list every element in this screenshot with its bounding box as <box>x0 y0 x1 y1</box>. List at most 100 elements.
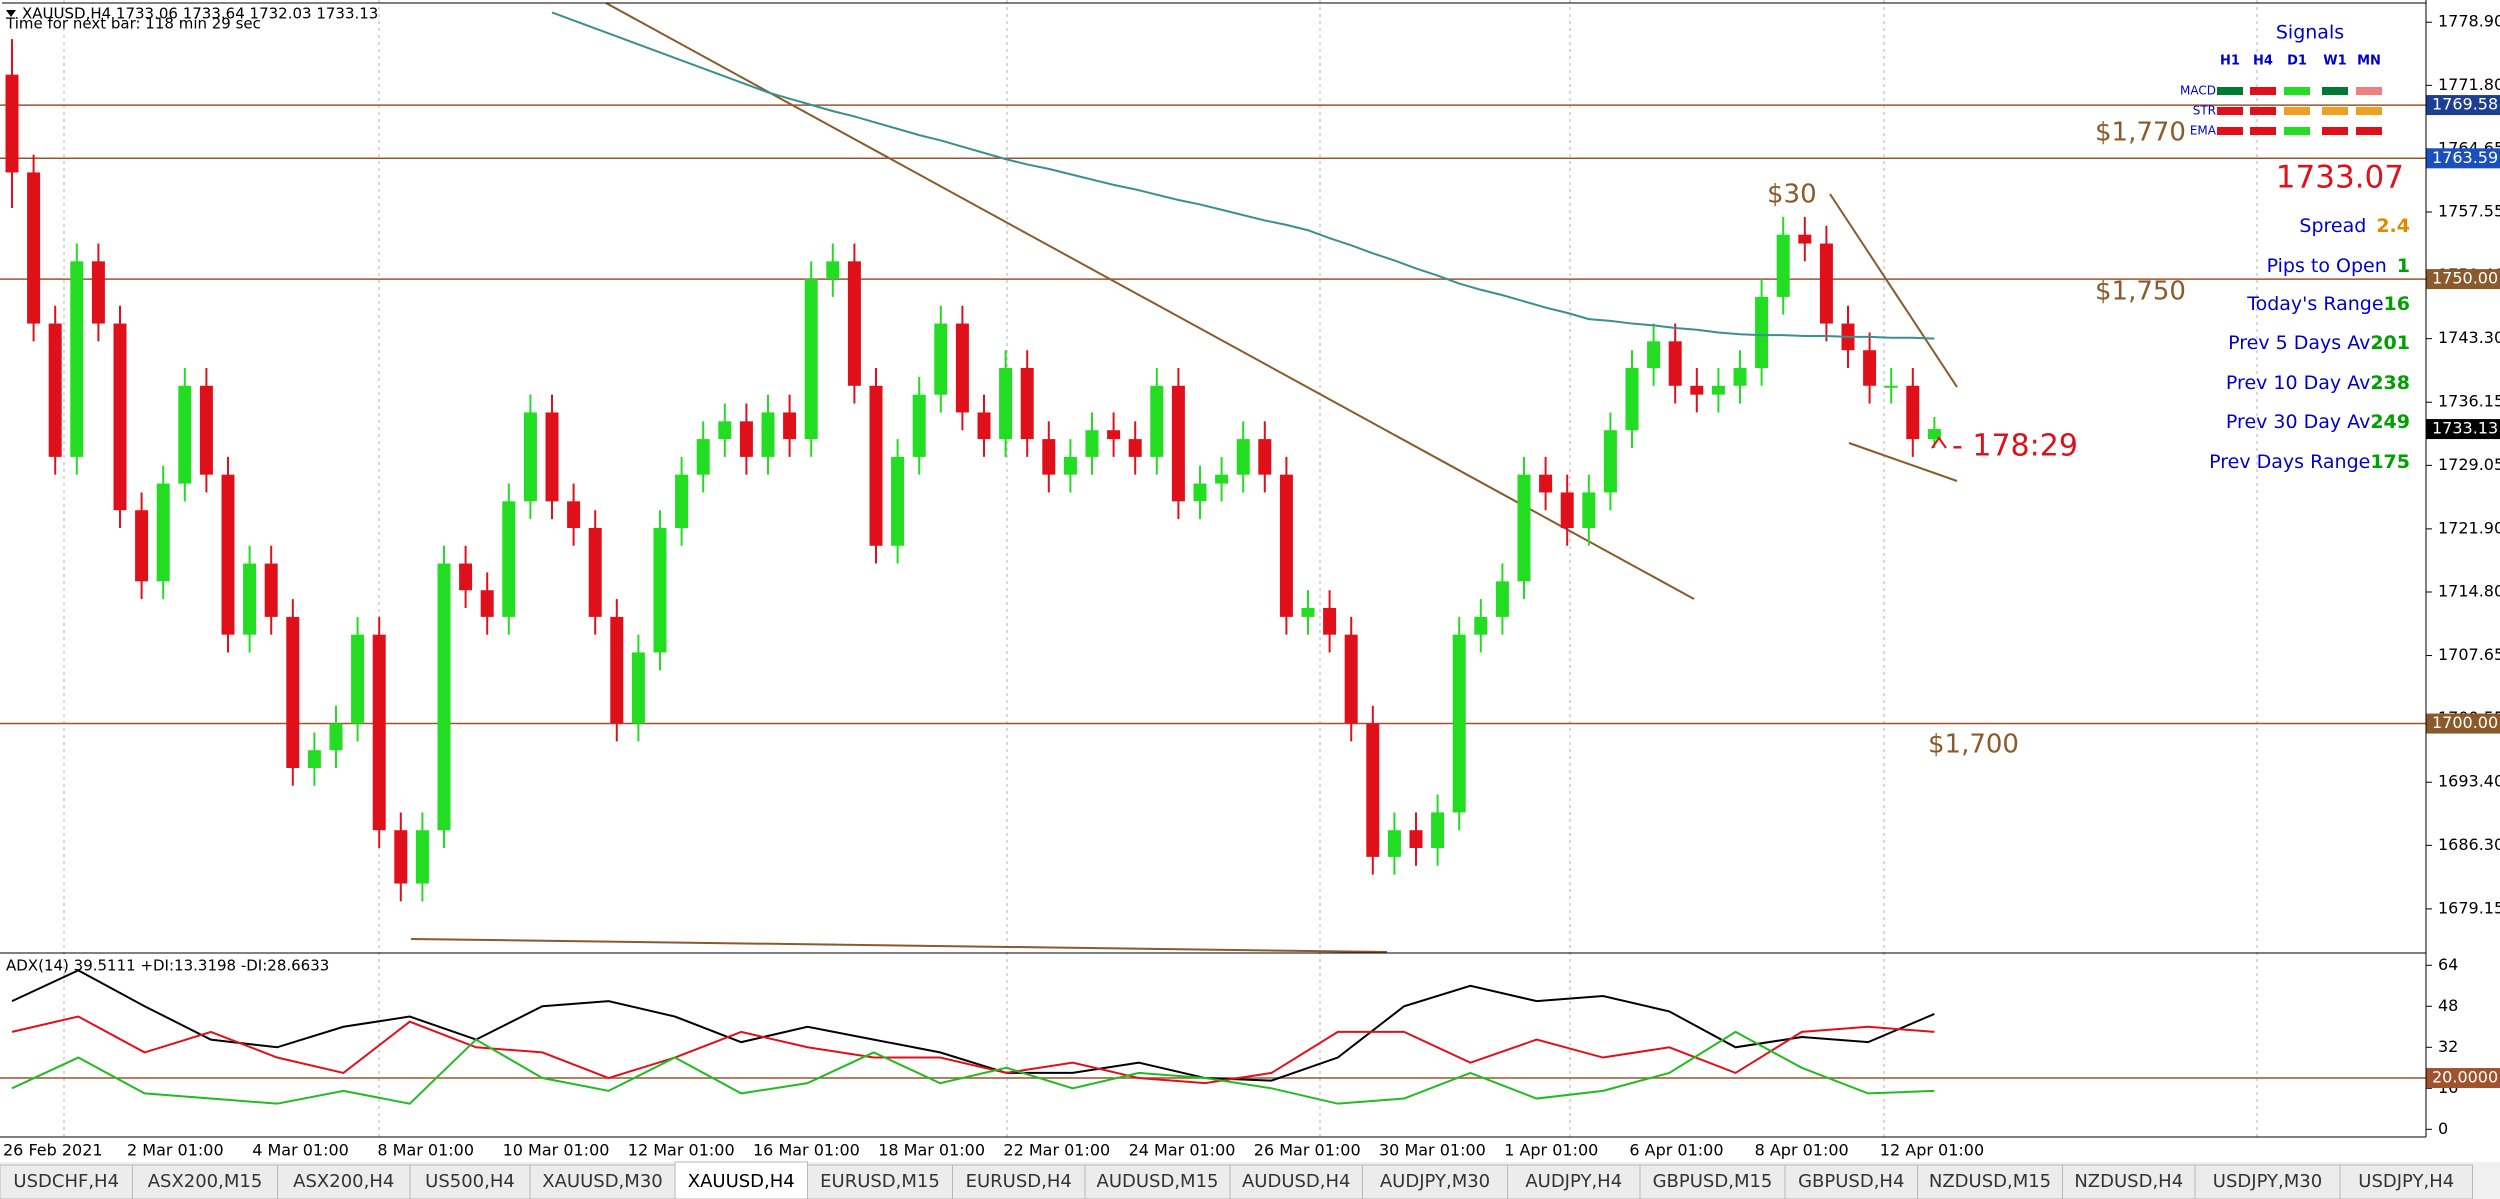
tab-label[interactable]: USDJPY,M30 <box>2213 1171 2322 1192</box>
candle-body <box>1906 385 1920 440</box>
tab-label[interactable]: US500,H4 <box>425 1171 515 1192</box>
candle-body <box>1560 492 1574 528</box>
signal-cell <box>2284 107 2310 115</box>
tab-label[interactable]: USDJPY,H4 <box>2358 1171 2454 1192</box>
y-tick-label: 1693.40 <box>2438 772 2500 791</box>
stat-value: 1 <box>2397 255 2410 277</box>
tab-label[interactable]: NZDUSD,M15 <box>1929 1171 2051 1192</box>
stat-value: 201 <box>2370 332 2410 354</box>
candle-body <box>1409 830 1423 848</box>
candle-body <box>1215 474 1229 484</box>
tab[interactable] <box>1784 1164 1918 1199</box>
tab[interactable] <box>2062 1164 2196 1199</box>
y-tick-label: 0 <box>2438 1119 2448 1138</box>
candle-body <box>567 501 581 528</box>
stat-value: 2.4 <box>2376 215 2410 237</box>
candle-body <box>1042 439 1056 475</box>
indicator-line <box>11 1015 1935 1085</box>
candle-body <box>48 323 62 457</box>
bid-label: 1733.13 <box>2432 419 2498 438</box>
candle-body <box>653 528 667 653</box>
signal-cell <box>2250 127 2276 135</box>
candle-body <box>826 261 840 280</box>
price-box-label: 1763.59 <box>2432 148 2498 167</box>
signal-column: MN <box>2357 54 2381 69</box>
tab-label[interactable]: ASX200,M15 <box>148 1171 263 1192</box>
candle-body <box>1863 350 1877 386</box>
tab-label[interactable]: AUDJPY,M30 <box>1380 1171 1490 1192</box>
price-box-label: 1750.00 <box>2432 269 2498 288</box>
candle-body <box>1755 296 1769 368</box>
tab[interactable] <box>0 1164 133 1199</box>
signal-column: W1 <box>2323 54 2346 69</box>
y-tick-label: 64 <box>2438 955 2458 974</box>
stat-label: Pips to Open <box>2267 255 2387 277</box>
y-tick-label: 1757.55 <box>2438 202 2500 221</box>
candle-body <box>113 323 127 511</box>
candle-body <box>502 501 516 617</box>
tab-label[interactable]: EURUSD,M15 <box>820 1171 940 1192</box>
candle-body <box>977 412 991 440</box>
candle-body <box>459 563 473 591</box>
signal-cell <box>2356 107 2382 115</box>
candle-body <box>394 830 408 884</box>
x-tick-label: 22 Mar 01:00 <box>1003 1141 1110 1160</box>
x-tick-label: 2 Mar 01:00 <box>127 1141 224 1160</box>
x-tick-label: 8 Mar 01:00 <box>377 1141 474 1160</box>
tab[interactable] <box>674 1161 808 1199</box>
tab[interactable] <box>409 1164 531 1199</box>
signals-title: Signals <box>2276 22 2344 44</box>
current-price: 1733.07 <box>2276 160 2404 196</box>
countdown: - 178:29 <box>1952 429 2078 464</box>
tab-label[interactable]: AUDUSD,M15 <box>1097 1171 1219 1192</box>
tab[interactable] <box>529 1164 676 1199</box>
candle-body <box>1085 430 1099 457</box>
price-box <box>2426 713 2500 734</box>
tab-label[interactable]: GBPUSD,M15 <box>1653 1171 1773 1192</box>
signal-cell <box>2322 87 2348 95</box>
candle-body <box>243 563 257 635</box>
candle-body <box>783 412 797 440</box>
x-tick-label: 8 Apr 01:00 <box>1755 1141 1849 1160</box>
stat-row: Spread 2.4 <box>2299 215 2410 237</box>
x-tick-label: 18 Mar 01:00 <box>878 1141 985 1160</box>
tab-label[interactable]: AUDUSD,H4 <box>1242 1171 1351 1192</box>
tab-label[interactable]: XAUUSD,M30 <box>542 1171 662 1192</box>
tab[interactable] <box>1917 1164 2063 1199</box>
tab-label[interactable]: GBPUSD,H4 <box>1798 1171 1904 1192</box>
tab-label[interactable]: XAUUSD,H4 <box>688 1171 795 1192</box>
trend-line <box>410 938 1388 953</box>
tab[interactable] <box>1362 1164 1508 1199</box>
tab-label[interactable]: EURUSD,H4 <box>966 1171 1072 1192</box>
x-tick-label: 6 Apr 01:00 <box>1629 1141 1723 1160</box>
y-tick-label: 1686.30 <box>2438 835 2500 854</box>
candle-body <box>804 279 818 440</box>
tab[interactable] <box>952 1164 1086 1199</box>
candle-body <box>718 421 732 440</box>
tab[interactable] <box>277 1164 411 1199</box>
tab-label[interactable]: AUDJPY,H4 <box>1525 1171 1622 1192</box>
tab-label[interactable]: USDCHF,H4 <box>13 1171 119 1192</box>
tab-label[interactable]: NZDUSD,H4 <box>2074 1171 2183 1192</box>
tab[interactable] <box>2339 1164 2473 1199</box>
candle-body <box>999 368 1013 440</box>
price-box-label: 1700.00 <box>2432 713 2498 732</box>
time-separators <box>63 0 2258 1137</box>
tab[interactable] <box>1639 1164 1786 1199</box>
candle-body <box>1625 368 1639 431</box>
tab[interactable] <box>1084 1164 1231 1199</box>
y-tick-label: 1714.80 <box>2438 582 2500 601</box>
indicator-line <box>11 1030 1935 1105</box>
candle-body <box>91 261 105 324</box>
menu-arrow[interactable] <box>6 10 16 17</box>
candle-body <box>1150 385 1164 457</box>
stat-value: 175 <box>2370 451 2410 473</box>
indicator-title: ADX(14) 39.5111 +DI:13.3198 -DI:28.6633 <box>6 957 329 975</box>
tab-label[interactable]: ASX200,H4 <box>293 1171 394 1192</box>
candle-body <box>588 528 602 617</box>
bid-box <box>2426 419 2500 440</box>
y-tick-label: 1721.90 <box>2438 518 2500 537</box>
signal-row-label: STR <box>2193 104 2216 118</box>
candle-body <box>5 74 19 173</box>
signal-cell <box>2356 127 2382 135</box>
